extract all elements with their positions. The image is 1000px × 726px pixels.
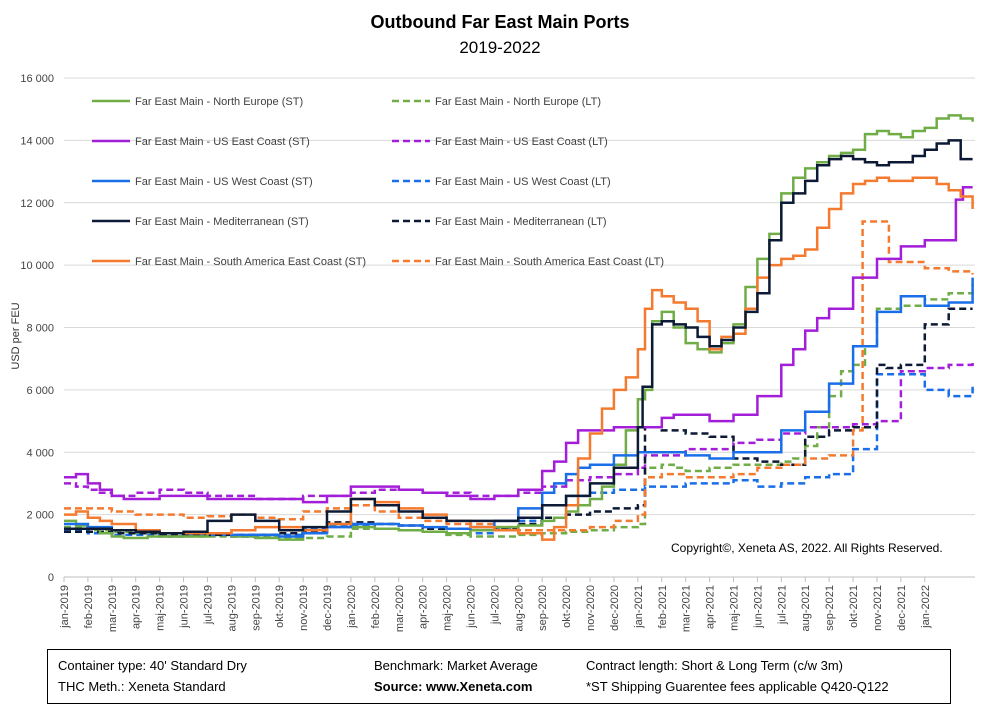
x-tick-label: jul-2019 (202, 585, 214, 625)
x-tick-label: feb-2019 (83, 585, 95, 628)
x-tick-label: jun-2021 (752, 585, 764, 629)
thc-method: THC Meth.: Xeneta Standard (58, 679, 226, 694)
y-axis-label: USD per FEU (10, 302, 22, 370)
x-tick-label: okt-2021 (848, 585, 860, 628)
x-tick-label: nov-2020 (585, 585, 597, 631)
x-tick-label: aug-2020 (513, 585, 525, 632)
x-tick-label: mar-2021 (681, 585, 693, 632)
series-line (64, 114, 974, 541)
y-tick-label: 16 000 (20, 73, 54, 85)
legend-label: Far East Main - US West Coast (ST) (135, 176, 313, 188)
legend-label: Far East Main - North Europe (LT) (435, 96, 601, 108)
x-tick-label: jun-2020 (465, 585, 477, 629)
container-type: Container type: 40' Standard Dry (58, 658, 247, 673)
footer-info-box: Container type: 40' Standard Dry THC Met… (47, 649, 951, 704)
source: Source: www.Xeneta.com (374, 679, 533, 694)
x-tick-label: apr-2021 (705, 585, 717, 629)
x-tick-label: jul-2020 (489, 585, 501, 625)
x-tick-label: mar-2019 (107, 585, 119, 632)
legend-label: Far East Main - US West Coast (LT) (435, 176, 611, 188)
contract-length: Contract length: Short & Long Term (c/w … (586, 658, 843, 673)
x-tick-label: dec-2019 (322, 585, 334, 631)
x-tick-label: jun-2019 (179, 585, 191, 629)
legend-label: Far East Main - US East Coast (LT) (435, 136, 608, 148)
gridlines (64, 77, 975, 578)
x-tick-label: nov-2021 (872, 585, 884, 631)
y-tick-label: 2 000 (26, 510, 54, 522)
legend-label: Far East Main - Mediterranean (ST) (135, 216, 309, 228)
series-line (64, 283, 974, 540)
x-tick-label: nov-2019 (298, 585, 310, 631)
copyright-notice: Copyright©, Xeneta AS, 2022. All Rights … (671, 541, 943, 555)
x-tick-label: maj-2019 (155, 585, 167, 631)
x-tick-label: apr-2020 (418, 585, 430, 629)
x-tick-label: jan-2019 (59, 585, 71, 629)
legend-label: Far East Main - South America East Coast… (135, 256, 366, 268)
x-tick-label: jan-2021 (633, 585, 645, 629)
x-tick-label: dec-2021 (896, 585, 908, 631)
x-axis-ticks: jan-2019 feb-2019 mar-2019 apr-2019 maj-2019… (59, 577, 932, 632)
x-tick-label: okt-2020 (561, 585, 573, 628)
x-tick-label: jan-2022 (920, 585, 932, 629)
x-tick-label: jul-2021 (776, 585, 788, 625)
series-line (64, 307, 973, 537)
y-tick-label: 10 000 (20, 260, 54, 272)
y-tick-label: 6 000 (26, 385, 54, 397)
x-tick-label: sep-2019 (250, 585, 262, 631)
y-tick-label: 0 (48, 572, 54, 584)
x-tick-label: okt-2019 (274, 585, 286, 628)
x-tick-label: feb-2021 (657, 585, 669, 628)
series-lines (64, 114, 974, 541)
y-axis-ticks: 0 2 000 4 000 6 000 8 000 10 000 12 000 14 000 1… (20, 73, 54, 584)
y-tick-label: 12 000 (20, 198, 54, 210)
x-tick-label: maj-2020 (442, 585, 454, 631)
x-tick-label: apr-2019 (131, 585, 143, 629)
x-tick-label: maj-2021 (729, 585, 741, 631)
y-tick-label: 14 000 (20, 135, 54, 147)
legend-label: Far East Main - North Europe (ST) (135, 96, 303, 108)
series-line (64, 361, 974, 501)
x-tick-label: mar-2020 (394, 585, 406, 632)
x-tick-label: jan-2020 (346, 585, 358, 629)
legend-label: Far East Main - South America East Coast… (435, 256, 664, 268)
legend-label: Far East Main - US East Coast (ST) (135, 136, 310, 148)
x-tick-label: dec-2020 (609, 585, 621, 631)
y-tick-label: 4 000 (26, 447, 54, 459)
series-line (64, 139, 973, 535)
series-line (64, 176, 974, 541)
series-line (64, 277, 974, 538)
x-tick-label: sep-2021 (824, 585, 836, 631)
x-tick-label: sep-2020 (537, 585, 549, 631)
x-tick-label: aug-2021 (800, 585, 812, 632)
footer-note: *ST Shipping Guarentee fees applicable Q… (586, 679, 889, 694)
legend-label: Far East Main - Mediterranean (LT) (435, 216, 607, 228)
chart-title: Outbound Far East Main Ports (370, 12, 630, 32)
legend: Far East Main - North Europe (ST) Far Eas… (92, 96, 664, 268)
series-line (64, 185, 973, 504)
x-tick-label: feb-2020 (370, 585, 382, 628)
x-tick-label: aug-2019 (226, 585, 238, 632)
y-tick-label: 8 000 (26, 323, 54, 335)
chart-subtitle: 2019-2022 (459, 38, 541, 57)
benchmark: Benchmark: Market Average (374, 658, 538, 673)
